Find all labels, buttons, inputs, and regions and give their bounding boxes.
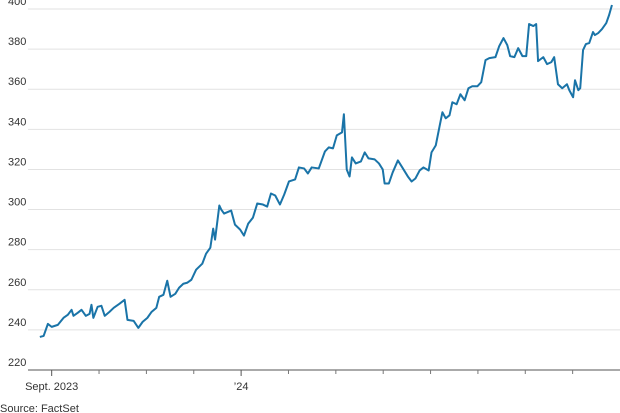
y-tick-label: 320	[8, 156, 26, 168]
price-line	[39, 4, 613, 338]
y-tick-label: 240	[8, 317, 26, 329]
y-tick-label: 340	[8, 116, 26, 128]
y-tick-label: 380	[8, 36, 26, 48]
y-tick-label: 400	[8, 0, 26, 8]
source: Source: FactSet	[0, 403, 79, 413]
y-tick-label: 280	[8, 237, 26, 249]
x-tick-label: Sept. 2023	[25, 381, 78, 393]
y-tick-label: 300	[8, 197, 26, 209]
y-tick-label: 220	[8, 357, 26, 369]
x-tick-label: ’24	[234, 381, 249, 393]
y-tick-label: 360	[8, 76, 26, 88]
y-tick-label: 260	[8, 277, 26, 289]
